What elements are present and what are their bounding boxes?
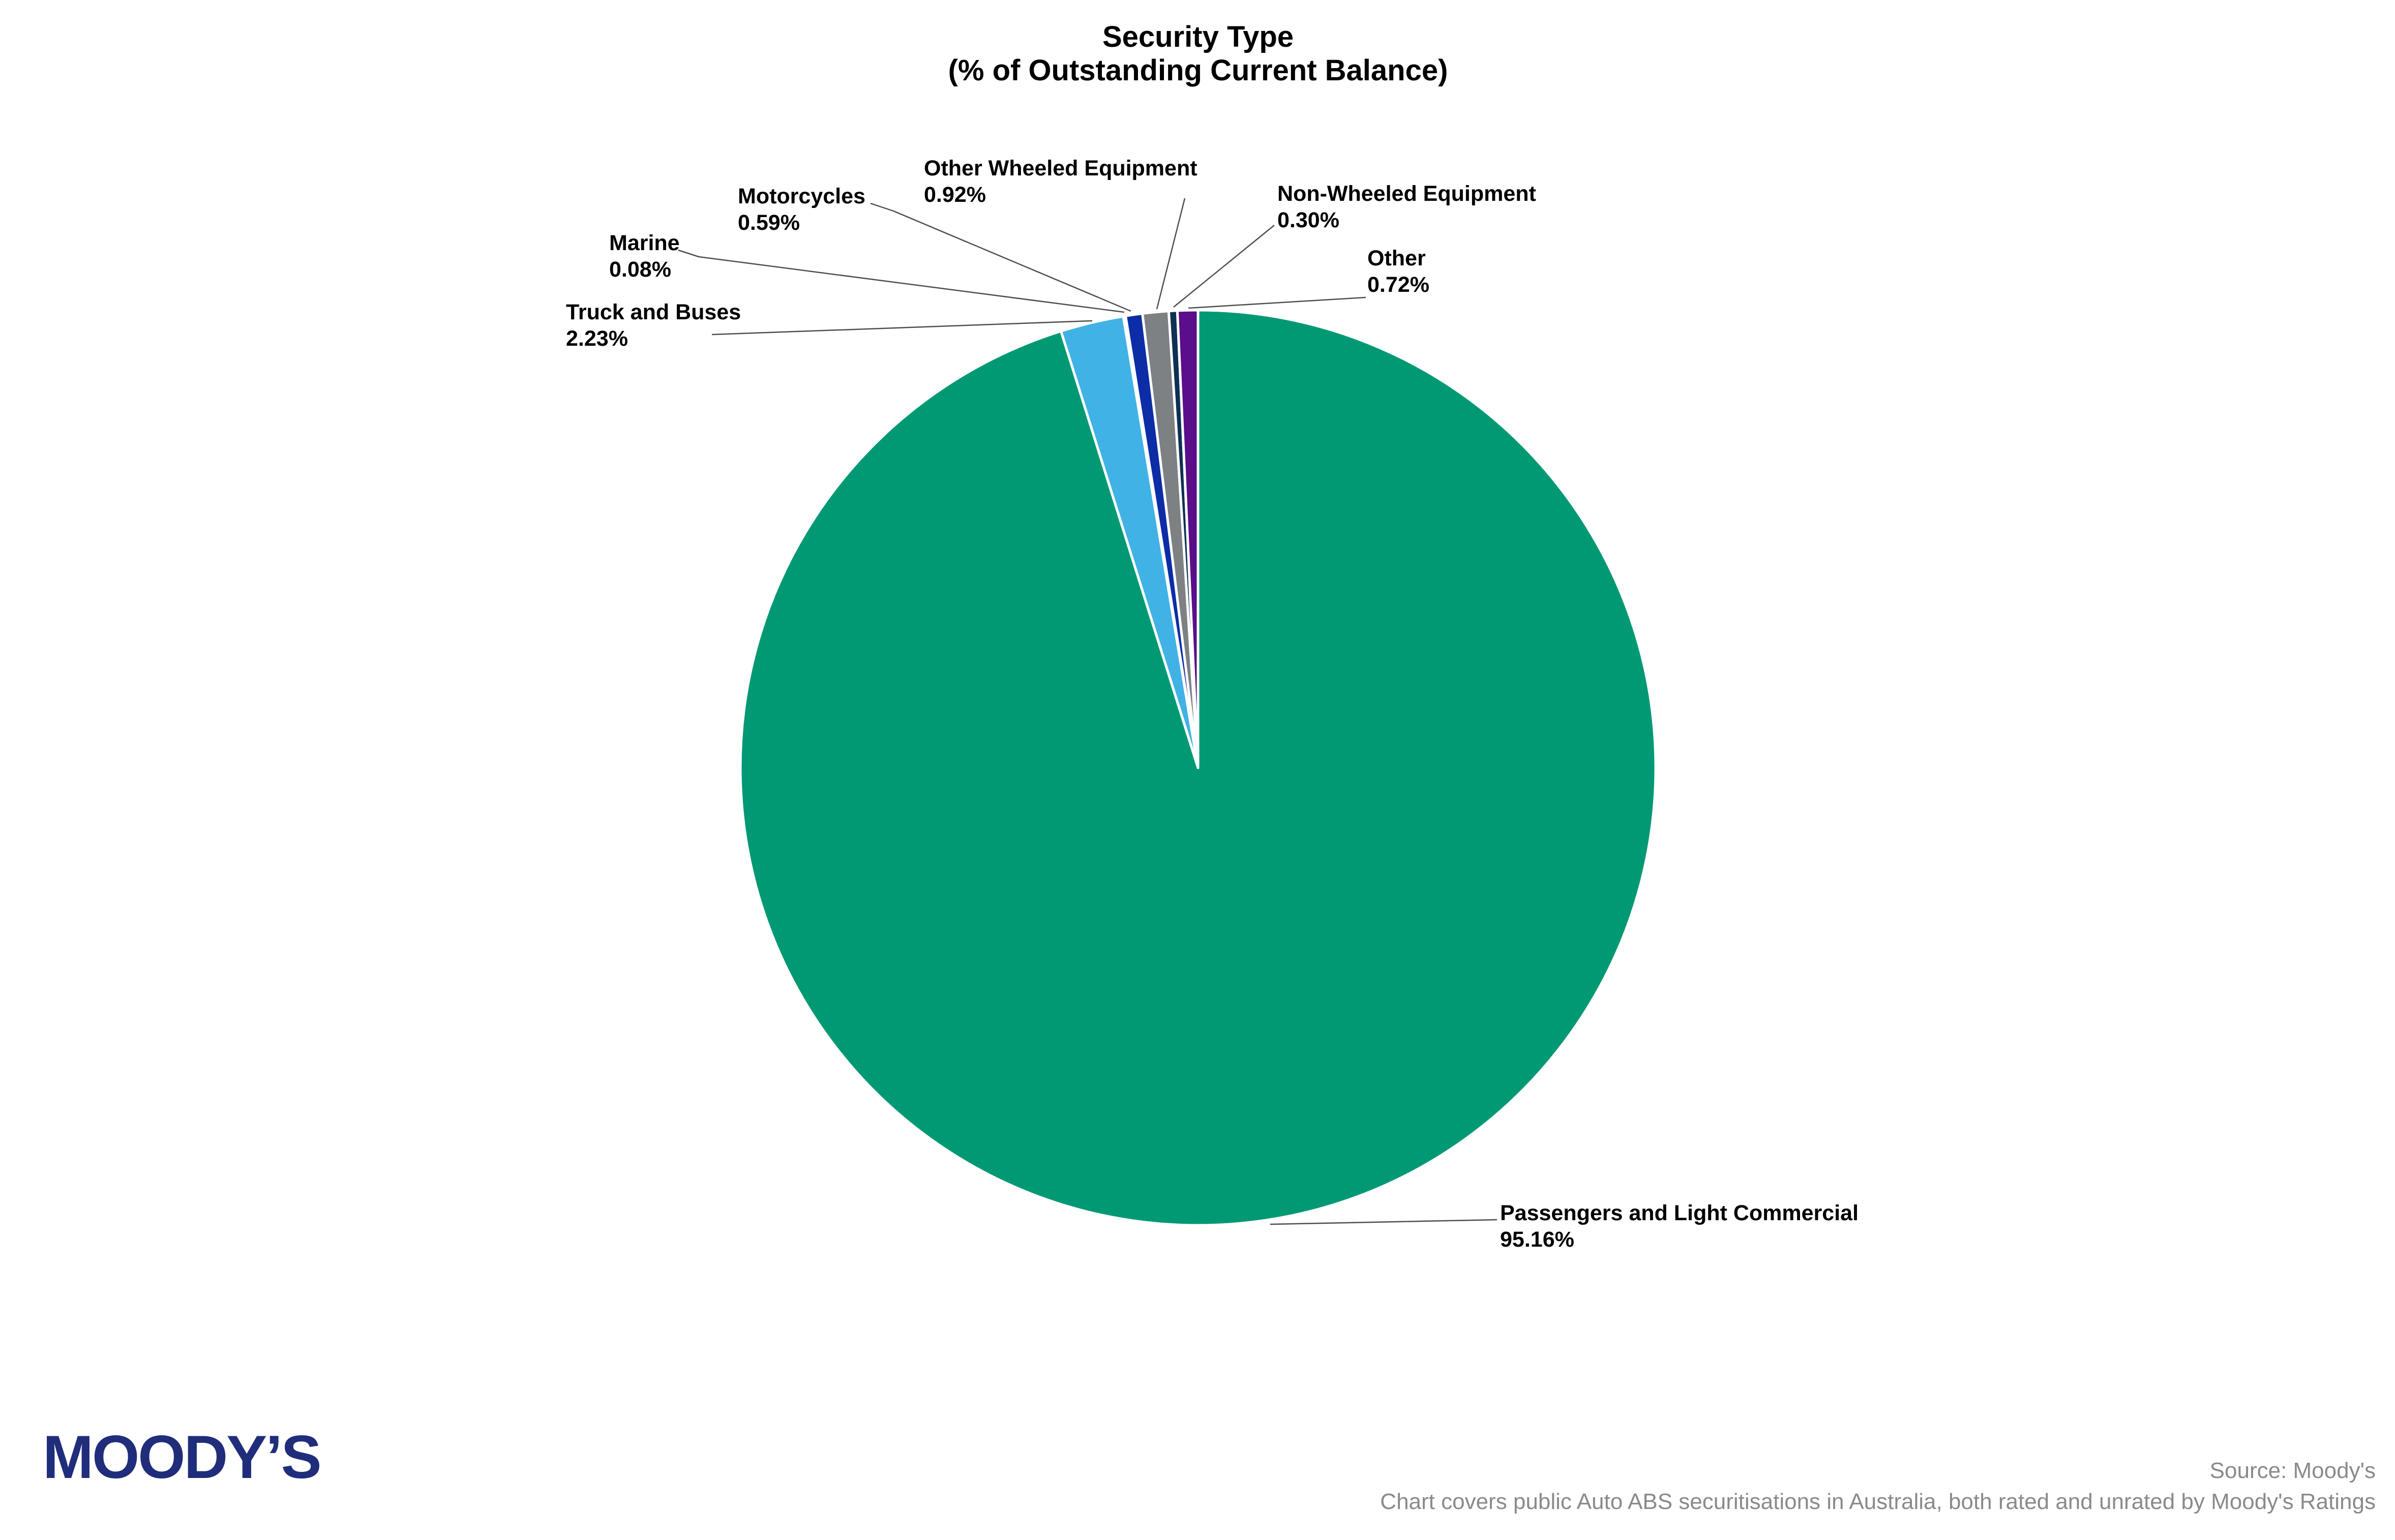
leader-line-motorcycles bbox=[870, 202, 1131, 312]
label-non-wheeled-name: Non-Wheeled Equipment bbox=[1277, 182, 1536, 206]
source-line1: Source: Moody's bbox=[2209, 1458, 2376, 1483]
moodys-logo: MOODY’S bbox=[43, 1423, 322, 1491]
label-truck-name: Truck and Buses bbox=[566, 300, 741, 324]
label-marine-name: Marine bbox=[609, 231, 680, 255]
leader-line-non-wheeled-equipment bbox=[1173, 225, 1275, 308]
label-other-wheeled-value: 0.92% bbox=[924, 183, 986, 207]
leader-line-marine bbox=[678, 249, 1125, 313]
label-marine: Marine 0.08% bbox=[609, 231, 680, 282]
label-marine-value: 0.08% bbox=[609, 257, 671, 282]
leader-line-other bbox=[1188, 296, 1366, 309]
leader-lines bbox=[678, 198, 1498, 1225]
label-other-value: 0.72% bbox=[1367, 273, 1429, 297]
label-truck-and-buses: Truck and Buses 2.23% bbox=[566, 300, 741, 351]
label-motorcycles-value: 0.59% bbox=[738, 210, 800, 235]
label-non-wheeled-value: 0.30% bbox=[1277, 208, 1339, 232]
pie-chart bbox=[739, 309, 1657, 1227]
source-line2: Chart covers public Auto ABS securitisat… bbox=[1380, 1489, 2376, 1514]
leader-line-passengers bbox=[1270, 1219, 1498, 1225]
pie-slice-other bbox=[1176, 309, 1200, 769]
label-passengers-and-light-commercial: Passengers and Light Commercial 95.16% bbox=[1500, 1201, 1859, 1252]
label-passengers-name: Passengers and Light Commercial bbox=[1500, 1201, 1859, 1225]
label-motorcycles-name: Motorcycles bbox=[738, 184, 865, 208]
label-other-name: Other bbox=[1367, 246, 1426, 270]
label-motorcycles: Motorcycles 0.59% bbox=[738, 184, 865, 235]
chart-title-line2: (% of Outstanding Current Balance) bbox=[948, 54, 1448, 87]
label-other-wheeled-equipment: Other Wheeled Equipment 0.92% bbox=[924, 156, 1198, 207]
label-truck-value: 2.23% bbox=[566, 326, 628, 351]
leader-line-truck-and-buses bbox=[711, 320, 1093, 336]
source-note: Source: Moody's Chart covers public Auto… bbox=[1380, 1455, 2376, 1517]
slice-labels: Passengers and Light Commercial 95.16% T… bbox=[566, 156, 1859, 1252]
label-other: Other 0.72% bbox=[1367, 246, 1429, 297]
leader-line-other-wheeled-equipment bbox=[1156, 198, 1186, 310]
label-passengers-value: 95.16% bbox=[1500, 1227, 1574, 1252]
chart-title-line1: Security Type bbox=[1102, 20, 1294, 53]
label-non-wheeled-equipment: Non-Wheeled Equipment 0.30% bbox=[1277, 182, 1536, 232]
label-other-wheeled-name: Other Wheeled Equipment bbox=[924, 156, 1198, 180]
